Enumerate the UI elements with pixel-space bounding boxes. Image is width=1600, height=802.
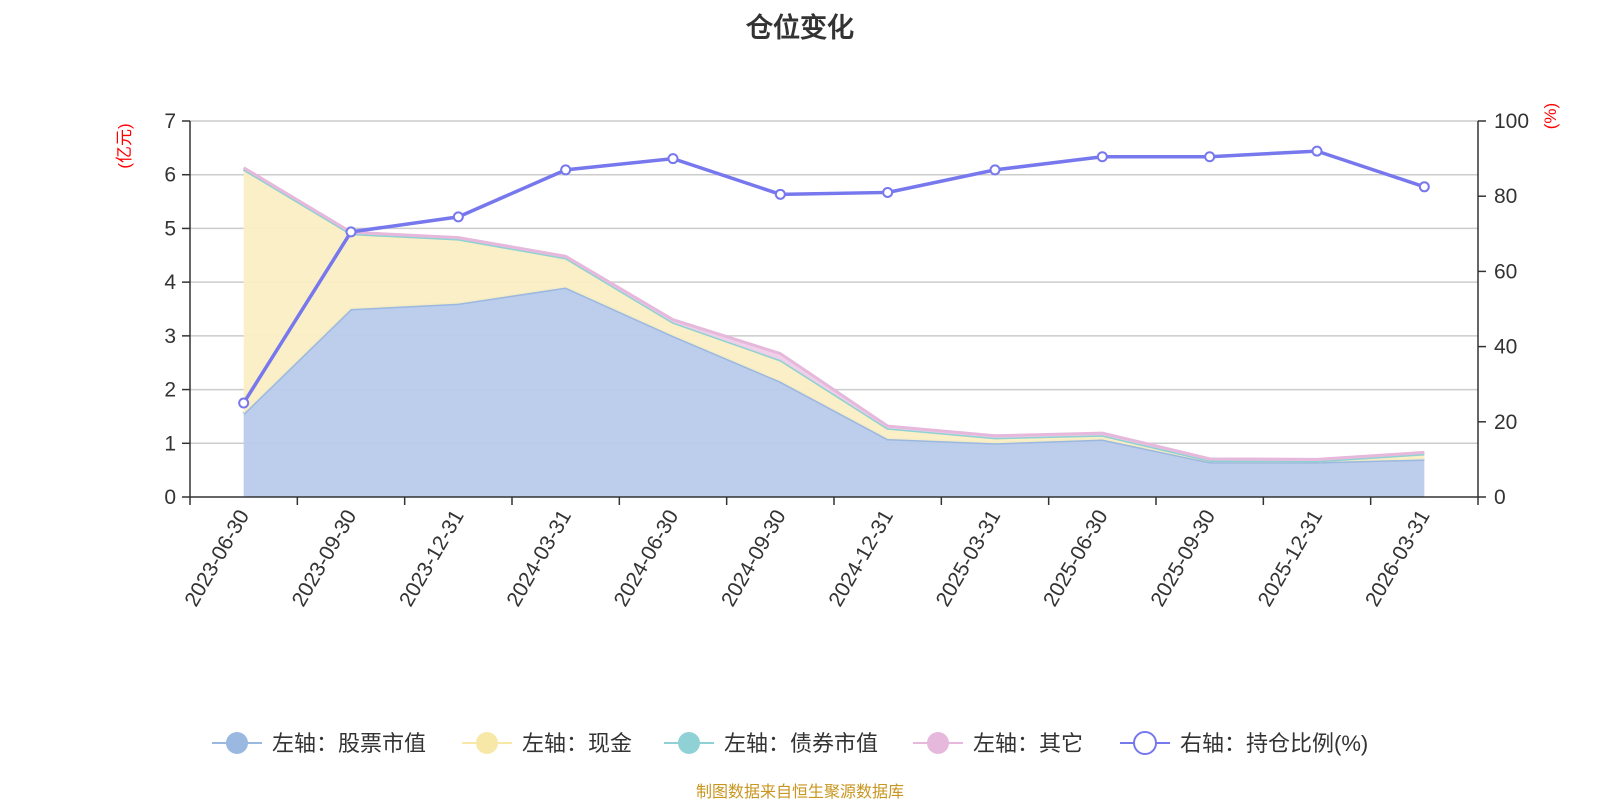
chart-title: 仓位变化 xyxy=(746,13,854,43)
area-edge-line xyxy=(242,166,1425,461)
ratio-point xyxy=(1418,181,1430,193)
x-tick-label: 2025-12-31 xyxy=(1254,506,1328,611)
right-tick-label: 100 xyxy=(1494,110,1529,133)
legend-label: 左轴：现金 xyxy=(522,731,632,756)
legend-marker-dot-icon xyxy=(927,732,949,754)
x-tick-label: 2024-06-30 xyxy=(610,506,684,611)
legend-marker-circle-icon xyxy=(1133,731,1157,755)
x-tick-label: 2023-09-30 xyxy=(288,506,362,611)
legend-item[interactable]: 左轴：股票市值 xyxy=(212,731,426,756)
ratio-point xyxy=(1204,151,1216,163)
left-tick-label: 5 xyxy=(164,217,176,240)
ratio-point xyxy=(774,188,786,200)
legend-item[interactable]: 左轴：债券市值 xyxy=(664,731,878,756)
ratio-line xyxy=(242,149,1425,404)
left-tick-label: 7 xyxy=(164,110,176,133)
source-note: 制图数据来自恒生聚源数据库 xyxy=(695,784,904,801)
area-fill xyxy=(243,169,1425,463)
line-series xyxy=(238,145,1430,409)
left-tick-label: 6 xyxy=(164,164,176,187)
area-series xyxy=(242,166,1425,497)
x-tick-label: 2024-03-31 xyxy=(502,506,576,611)
ratio-point xyxy=(560,164,572,176)
area-edge-line xyxy=(242,285,1425,464)
x-tick-label: 2025-09-30 xyxy=(1146,506,1220,611)
x-tick-label: 2024-12-31 xyxy=(824,506,898,611)
right-axis-unit: (%) xyxy=(1541,103,1560,129)
ratio-point xyxy=(1311,145,1323,157)
ratio-point xyxy=(989,164,1001,176)
legend-label: 右轴：持仓比例(%) xyxy=(1180,731,1368,756)
left-tick-label: 3 xyxy=(164,325,176,348)
right-tick-label: 40 xyxy=(1494,336,1517,359)
left-tick-label: 4 xyxy=(164,271,176,294)
ratio-point xyxy=(667,153,679,165)
x-tick-label: 2026-03-31 xyxy=(1361,506,1435,611)
right-tick-label: 80 xyxy=(1494,185,1517,208)
legend-item[interactable]: 右轴：持仓比例(%) xyxy=(1120,731,1368,756)
left-tick-label: 1 xyxy=(164,432,176,455)
x-tick-label: 2025-03-31 xyxy=(932,506,1006,611)
legend-marker-dot-icon xyxy=(476,732,498,754)
legend-item[interactable]: 左轴：现金 xyxy=(462,731,632,756)
x-tick-label: 2024-09-30 xyxy=(717,506,791,611)
right-tick-label: 0 xyxy=(1494,486,1506,509)
legend[interactable]: 左轴：股票市值 左轴：现金 左轴：债券市值 左轴：其它 右轴：持仓比例(%) xyxy=(212,731,1368,756)
x-tick-label: 2023-06-30 xyxy=(180,506,254,611)
legend-marker-dot-icon xyxy=(226,732,248,754)
ratio-point xyxy=(452,211,464,223)
ratio-point xyxy=(345,226,357,238)
ratio-point xyxy=(238,397,250,409)
legend-label: 左轴：股票市值 xyxy=(272,731,426,756)
left-tick-label: 2 xyxy=(164,379,176,402)
x-tick-label: 2023-12-31 xyxy=(395,506,469,611)
left-tick-label: 0 xyxy=(164,486,176,509)
right-tick-label: 20 xyxy=(1494,411,1517,434)
area-fill xyxy=(243,287,1425,497)
legend-item[interactable]: 左轴：其它 xyxy=(913,731,1083,756)
ratio-point xyxy=(1096,151,1108,163)
legend-marker-dot-icon xyxy=(678,732,700,754)
x-tick-label: 2025-06-30 xyxy=(1039,506,1113,611)
left-axis-unit: (亿元) xyxy=(115,123,134,168)
right-tick-label: 60 xyxy=(1494,260,1517,283)
ratio-point xyxy=(882,186,894,198)
legend-label: 左轴：其它 xyxy=(973,731,1083,756)
legend-label: 左轴：债券市值 xyxy=(724,731,878,756)
